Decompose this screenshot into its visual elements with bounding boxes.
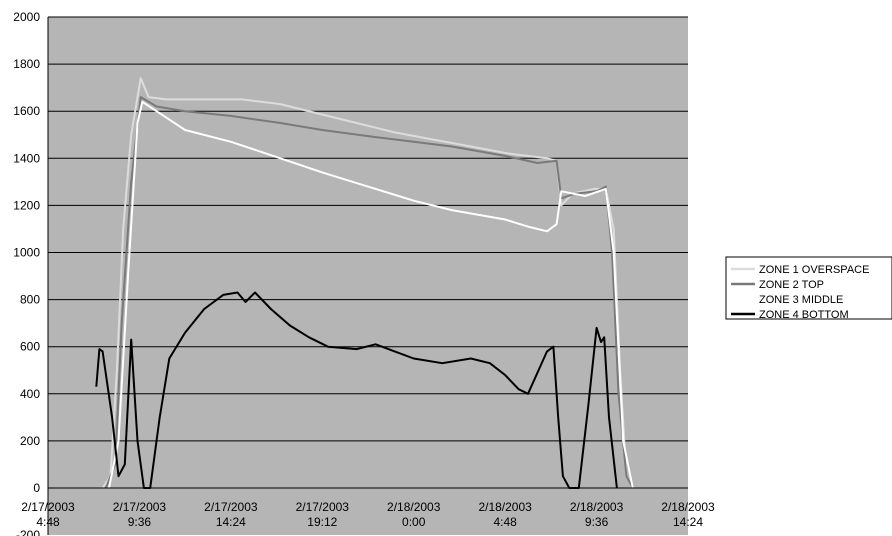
legend: ZONE 1 OVERSPACE ZONE 2 TOP ZONE 3 MIDDLE Z… xyxy=(725,256,892,321)
y-tick-label-11: 2000 xyxy=(13,10,40,24)
x-tick-time-3: 19:12 xyxy=(307,515,337,529)
axes xyxy=(47,17,688,535)
legend-label-zone-4: ZONE 4 BOTTOM xyxy=(759,309,849,321)
gridlines xyxy=(48,16,688,442)
x-tick-time-2: 14:24 xyxy=(216,515,246,529)
x-tick-date-3: 2/17/2003 xyxy=(296,500,350,514)
legend-label-zone-1: ZONE 1 OVERSPACE xyxy=(759,264,869,276)
x-tick-date-1: 2/17/2003 xyxy=(113,500,167,514)
y-tick-label-5: 800 xyxy=(20,293,40,307)
x-tick-time-5: 4:48 xyxy=(493,515,517,529)
x-tick-time-7: 14:24 xyxy=(673,515,703,529)
legend-box xyxy=(725,256,892,320)
x-tick-time-4: 0:00 xyxy=(402,515,426,529)
x-tick-date-2: 2/17/2003 xyxy=(204,500,258,514)
y-tick-label-8: 1400 xyxy=(13,151,40,165)
y-tick-labels: -200 0 200 400 600 800 1000 1200 1400 1600 1800 200… xyxy=(13,10,40,536)
y-tick-label-2: 200 xyxy=(20,434,40,448)
x-tick-labels: 2/17/20034:482/17/20039:362/17/200314:24… xyxy=(21,500,715,529)
y-tick-label-3: 400 xyxy=(20,387,40,401)
x-tick-time-1: 9:36 xyxy=(128,515,152,529)
x-tick-time-6: 9:36 xyxy=(585,515,609,529)
x-tick-date-7: 2/18/2003 xyxy=(661,500,715,514)
series-line-zone-4 xyxy=(95,291,618,489)
y-tick-label-0: -200 xyxy=(16,528,40,536)
y-tick-label-9: 1600 xyxy=(13,104,40,118)
x-tick-date-0: 2/17/2003 xyxy=(21,500,75,514)
y-tick-label-4: 600 xyxy=(20,340,40,354)
plot-area xyxy=(48,17,688,535)
series-lines xyxy=(95,77,634,489)
legend-label-zone-3: ZONE 3 MIDDLE xyxy=(759,294,843,306)
y-tick-label-10: 1800 xyxy=(13,57,40,71)
y-tick-label-7: 1200 xyxy=(13,198,40,212)
y-tick-label-1: 0 xyxy=(33,481,40,495)
x-tick-time-0: 4:48 xyxy=(36,515,60,529)
legend-label-zone-2: ZONE 2 TOP xyxy=(759,279,824,291)
y-tick-label-6: 1000 xyxy=(13,246,40,260)
x-tick-date-4: 2/18/2003 xyxy=(387,500,441,514)
x-tick-date-5: 2/18/2003 xyxy=(478,500,532,514)
x-tick-date-6: 2/18/2003 xyxy=(570,500,624,514)
series-line-zone-3 xyxy=(108,100,634,489)
